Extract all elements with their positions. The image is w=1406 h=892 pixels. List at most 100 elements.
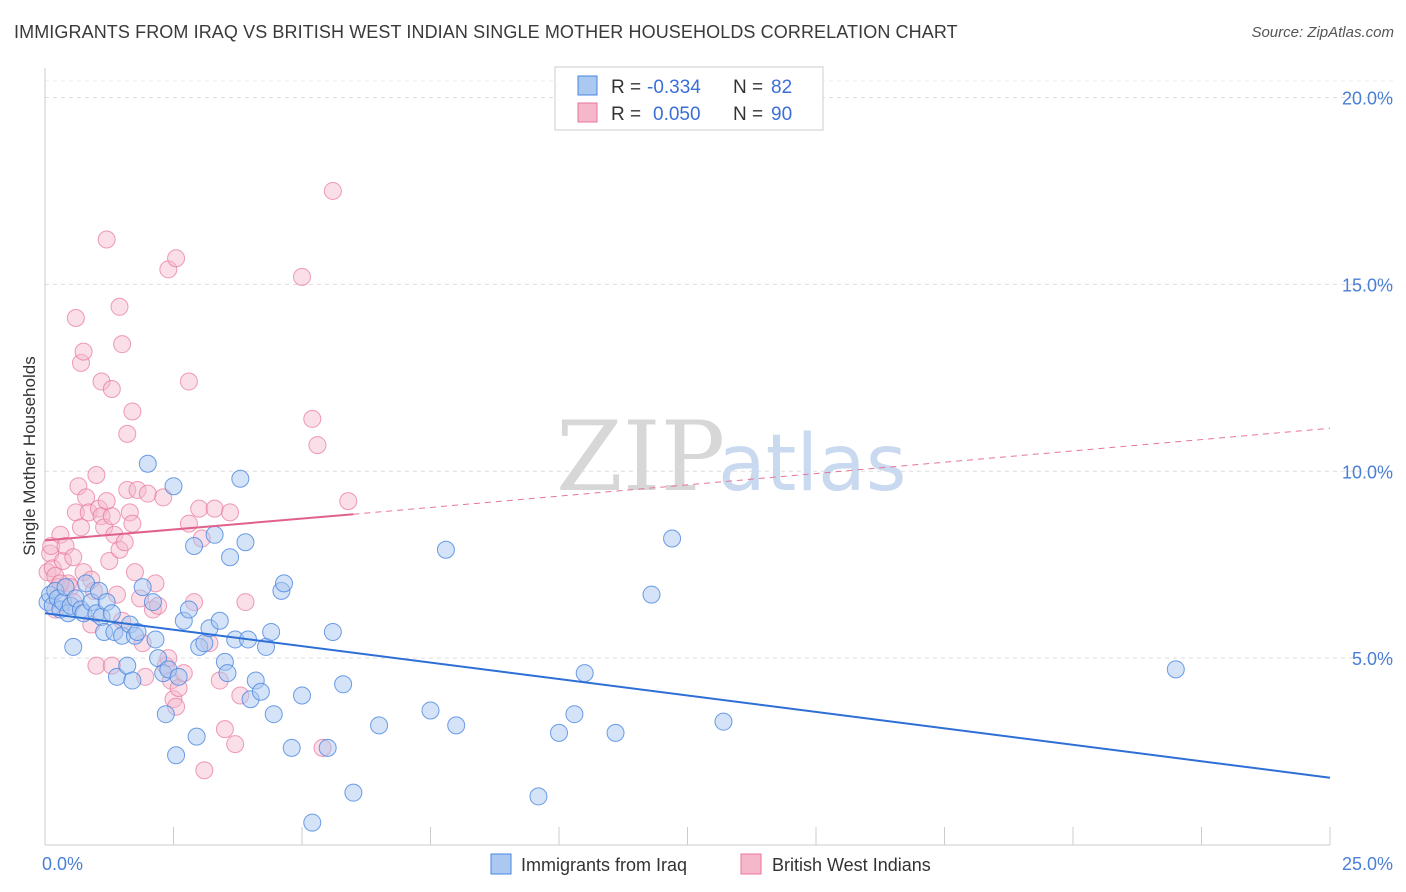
point-immigrants-from-iraq (421, 701, 440, 720)
legend-swatch-iraq (490, 853, 512, 875)
point-british-west-indians (115, 533, 134, 552)
y-tick-label: 10.0% (1342, 462, 1393, 482)
point-british-west-indians (77, 488, 96, 507)
point-british-west-indians (128, 480, 147, 499)
point-british-west-indians (97, 230, 116, 249)
point-immigrants-from-iraq (370, 716, 389, 735)
point-british-west-indians (64, 548, 83, 567)
point-british-west-indians (102, 380, 121, 399)
grid-lines (45, 80, 1395, 659)
legend-swatch-blue (577, 75, 598, 96)
trend-line-bwi-extension (353, 427, 1331, 515)
point-immigrants-from-iraq (575, 664, 594, 683)
point-immigrants-from-iraq (293, 686, 311, 705)
watermark-zip: ZIP (556, 401, 725, 513)
point-british-west-indians (123, 402, 142, 421)
series-british-west-indians (38, 181, 358, 780)
point-immigrants-from-iraq (529, 787, 548, 806)
point-immigrants-from-iraq (714, 712, 733, 731)
point-immigrants-from-iraq (205, 525, 224, 544)
point-immigrants-from-iraq (334, 675, 353, 694)
point-immigrants-from-iraq (344, 783, 363, 802)
series-immigrants-from-iraq (38, 454, 1185, 832)
point-british-west-indians (308, 436, 327, 455)
y-tick-labels: 5.0% 10.0% 15.0% 20.0% (1342, 89, 1393, 670)
legend-r-label: R = (611, 77, 641, 98)
legend-n-label: N = (733, 77, 763, 98)
point-british-west-indians (102, 507, 121, 526)
point-immigrants-from-iraq (231, 469, 250, 488)
legend-r-label: R = (611, 104, 641, 125)
point-immigrants-from-iraq (187, 727, 206, 746)
point-british-west-indians (138, 484, 157, 503)
point-british-west-indians (66, 309, 85, 328)
trend-line-bwi (44, 513, 354, 542)
point-immigrants-from-iraq (447, 716, 466, 735)
point-immigrants-from-iraq (164, 477, 183, 496)
point-immigrants-from-iraq (123, 671, 142, 690)
legend-label-bwi: British West Indians (772, 855, 931, 875)
point-immigrants-from-iraq (221, 548, 240, 567)
point-immigrants-from-iraq (133, 578, 152, 597)
point-british-west-indians (221, 503, 240, 522)
legend-n-label: N = (733, 104, 763, 125)
point-british-west-indians (323, 181, 342, 200)
point-immigrants-from-iraq (146, 630, 165, 649)
point-british-west-indians (118, 480, 137, 499)
point-british-west-indians (215, 720, 234, 739)
legend-swatch-pink (577, 102, 598, 123)
point-immigrants-from-iraq (251, 682, 270, 701)
point-immigrants-from-iraq (138, 454, 157, 473)
x-tick-labels: 0.0% 25.0% (42, 854, 1393, 874)
series-legend: Immigrants from Iraq British West Indian… (490, 853, 931, 875)
point-immigrants-from-iraq (264, 705, 283, 724)
point-immigrants-from-iraq (663, 529, 682, 548)
point-immigrants-from-iraq (218, 664, 237, 683)
trend-line-iraq (44, 612, 1331, 779)
legend-n-value: 90 (771, 104, 792, 125)
point-british-west-indians (125, 563, 144, 582)
point-british-west-indians (190, 499, 209, 518)
point-immigrants-from-iraq (642, 585, 661, 604)
point-immigrants-from-iraq (179, 600, 198, 619)
point-immigrants-from-iraq (143, 593, 162, 612)
point-british-west-indians (87, 465, 106, 484)
point-british-west-indians (339, 492, 358, 511)
trend-lines (44, 427, 1331, 779)
point-immigrants-from-iraq (156, 705, 175, 724)
legend-label-iraq: Immigrants from Iraq (521, 855, 687, 875)
point-british-west-indians (100, 551, 119, 570)
point-immigrants-from-iraq (210, 611, 229, 630)
point-british-west-indians (303, 409, 322, 428)
point-british-west-indians (154, 488, 173, 507)
x-tick-label: 25.0% (1342, 854, 1393, 874)
point-british-west-indians (71, 518, 90, 537)
point-british-west-indians (167, 249, 186, 268)
point-british-west-indians (120, 503, 139, 522)
point-immigrants-from-iraq (550, 723, 568, 742)
legend-r-value: 0.050 (653, 104, 701, 125)
point-immigrants-from-iraq (167, 746, 186, 765)
x-tick-label: 0.0% (42, 854, 83, 874)
point-immigrants-from-iraq (102, 604, 121, 623)
y-tick-label: 15.0% (1342, 275, 1393, 295)
point-immigrants-from-iraq (323, 622, 342, 641)
point-british-west-indians (226, 735, 245, 754)
point-british-west-indians (71, 353, 90, 372)
legend-r-value: -0.334 (647, 77, 701, 98)
point-immigrants-from-iraq (185, 537, 204, 555)
point-british-west-indians (43, 559, 62, 578)
point-british-west-indians (97, 492, 116, 511)
point-british-west-indians (123, 514, 142, 533)
y-axis-label: Single Mother Households (20, 356, 39, 555)
point-immigrants-from-iraq (118, 656, 137, 675)
y-tick-label: 20.0% (1342, 89, 1393, 109)
point-immigrants-from-iraq (282, 738, 301, 757)
point-british-west-indians (195, 761, 214, 780)
point-immigrants-from-iraq (169, 667, 188, 686)
point-british-west-indians (164, 690, 183, 709)
correlation-legend: R = -0.334 N = 82 R = 0.050 N = 90 (554, 66, 824, 131)
point-immigrants-from-iraq (195, 634, 214, 653)
legend-n-value: 82 (771, 77, 792, 98)
